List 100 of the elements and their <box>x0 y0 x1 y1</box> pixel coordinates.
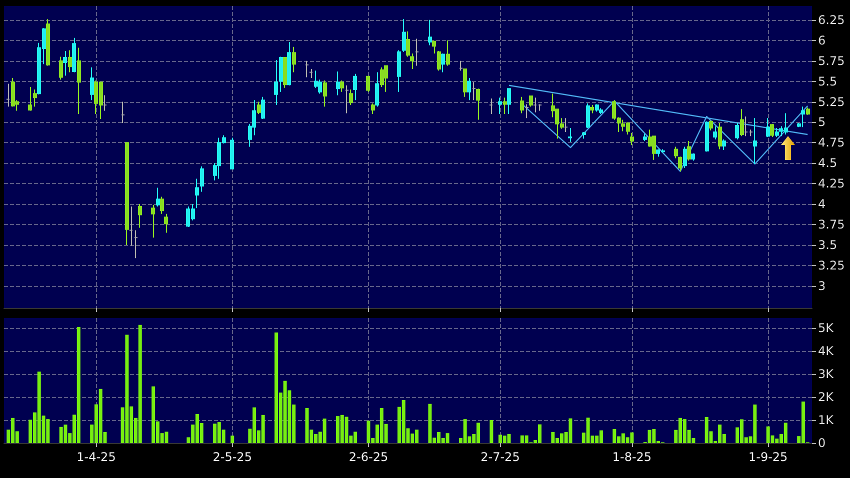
candlestick <box>200 166 204 192</box>
bar <box>46 419 50 443</box>
y-tick-label: 5.5 <box>818 74 838 88</box>
bar <box>551 432 555 443</box>
candlestick <box>467 78 471 101</box>
x-tick-label: 2-6-25 <box>348 450 388 464</box>
bar <box>630 432 634 443</box>
candlestick <box>6 83 10 108</box>
candlestick <box>28 86 32 112</box>
candlestick <box>410 52 414 70</box>
candlestick <box>59 56 63 80</box>
candlestick <box>283 57 287 88</box>
candlestick <box>705 120 709 152</box>
candlestick <box>33 88 37 108</box>
candlestick <box>586 102 590 128</box>
candlestick <box>446 40 450 66</box>
candlestick <box>261 96 265 120</box>
x-tick-label: 1-4-25 <box>76 450 116 464</box>
bar <box>766 426 770 443</box>
bar <box>274 332 278 443</box>
bar <box>230 436 234 443</box>
candlestick <box>340 80 344 92</box>
candlestick <box>432 40 436 54</box>
candlestick <box>138 204 142 228</box>
y-tick-label: 4.25 <box>818 176 845 191</box>
y-tick-label: 3.5 <box>818 238 838 252</box>
y-tick-label: 3.75 <box>818 218 845 232</box>
candlestick <box>529 96 533 108</box>
candlestick <box>507 88 511 115</box>
bar <box>366 420 370 443</box>
candlestick <box>46 18 50 66</box>
y-tick-label: 4.5 <box>818 156 838 170</box>
candlestick <box>590 104 594 114</box>
y-tick-label: 4.75 <box>818 136 845 150</box>
bar <box>490 420 494 443</box>
candlestick <box>323 80 327 108</box>
candlestick <box>595 104 599 112</box>
x-tick-label: 2-7-25 <box>480 450 520 464</box>
candlestick <box>718 122 722 150</box>
y-tick-label: 4 <box>818 197 826 212</box>
candlestick <box>11 78 15 108</box>
bar <box>322 418 326 443</box>
y-tick-label: 5K <box>818 320 835 335</box>
bar <box>753 404 757 443</box>
candlestick <box>125 142 129 246</box>
candlestick <box>402 18 406 52</box>
bar <box>648 430 652 443</box>
candlestick <box>709 120 713 131</box>
y-tick-label: 3 <box>818 278 826 293</box>
candlestick <box>77 47 81 115</box>
bar <box>463 419 467 443</box>
candlestick <box>349 88 353 106</box>
candlestick <box>230 137 234 170</box>
y-tick-label: 1K <box>818 412 835 427</box>
candlestick <box>287 42 291 86</box>
candlestick <box>63 50 67 76</box>
y-tick-label: 3.25 <box>818 258 845 272</box>
bar <box>213 424 217 443</box>
candlestick <box>599 108 603 115</box>
x-tick-label: 1-9-25 <box>748 450 788 464</box>
candlestick <box>305 60 309 78</box>
candlestick <box>749 129 753 137</box>
candlestick <box>674 146 678 159</box>
candlestick <box>336 70 340 96</box>
x-tick-label: 1-8-25 <box>612 450 652 464</box>
candlestick <box>151 204 155 238</box>
candlestick <box>353 73 357 101</box>
candlestick <box>801 106 805 128</box>
y-tick-label: 3K <box>818 366 835 381</box>
candlestick <box>722 138 726 151</box>
candlestick <box>384 65 388 92</box>
bar <box>652 428 656 443</box>
candlestick <box>630 132 634 146</box>
candlestick <box>160 196 164 214</box>
candlestick <box>472 82 476 101</box>
candlestick <box>103 94 107 112</box>
candlestick <box>740 108 744 137</box>
candlestick <box>121 101 125 124</box>
candlestick <box>90 66 94 101</box>
candlestick <box>459 60 463 72</box>
candlestick <box>538 104 542 112</box>
candlestick <box>441 52 445 73</box>
y-tick-label: 5 <box>818 115 826 130</box>
candlestick <box>766 118 770 138</box>
bar <box>784 422 788 443</box>
candlestick <box>257 101 261 115</box>
candlestick <box>476 88 480 120</box>
y-tick-label: 6 <box>818 33 826 48</box>
candlestick <box>195 178 199 209</box>
y-tick-label: 5.25 <box>818 94 845 109</box>
candlestick <box>406 30 410 58</box>
candlestick <box>345 84 349 114</box>
candlestick <box>415 38 419 66</box>
bar <box>64 424 68 443</box>
bar <box>152 386 156 443</box>
bar <box>283 380 287 443</box>
bar <box>125 334 129 443</box>
bar <box>305 408 309 443</box>
bar <box>76 326 80 443</box>
candlestick <box>397 50 401 92</box>
